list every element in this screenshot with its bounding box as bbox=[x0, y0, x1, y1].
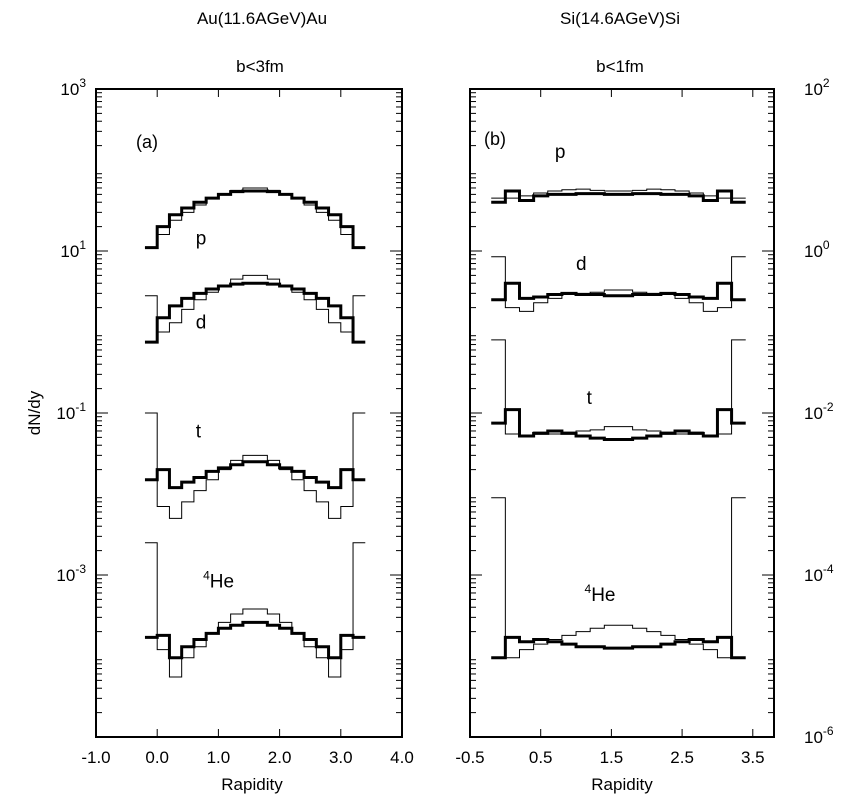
y-tick-label: 102 bbox=[804, 76, 830, 99]
series-p: p bbox=[491, 142, 746, 204]
series-d-thick-line bbox=[491, 281, 746, 302]
y-tick-label: 10-2 bbox=[804, 400, 834, 423]
series-d: d bbox=[491, 254, 746, 312]
x-tick-label: 3.0 bbox=[329, 748, 353, 767]
series-d-thick-line bbox=[144, 281, 366, 344]
series-t-thick-line bbox=[491, 408, 746, 442]
series-label-t: t bbox=[587, 388, 593, 409]
series-4He: 4He bbox=[144, 542, 366, 678]
series-t: t bbox=[144, 412, 366, 519]
panel-b-frame bbox=[469, 88, 775, 738]
series-4He: 4He bbox=[491, 497, 746, 660]
x-tick-label: 2.5 bbox=[670, 748, 694, 767]
panel-b-centrality: b<1fm bbox=[596, 57, 644, 76]
y-tick-label: 10-3 bbox=[56, 562, 86, 585]
panel-b-system-title: Si(14.6AGeV)Si bbox=[560, 9, 680, 28]
panel-a-axis-ticks: -1.0 0.0 1.0 2.0 3.0 4.0 103 101 10-1 10-3 bbox=[56, 76, 413, 767]
y-tick-label: 103 bbox=[60, 76, 86, 99]
series-label-p: p bbox=[196, 229, 207, 250]
panel-b-series: p d t 4He bbox=[491, 142, 746, 660]
series-d-thin-line bbox=[144, 274, 366, 333]
series-t-thin-line bbox=[144, 412, 366, 519]
panel-b: Si(14.6AGeV)Si b<1fm (b) Rapidity -0.5 0.… bbox=[455, 9, 834, 794]
y-tick-label: 10-4 bbox=[804, 562, 834, 585]
panel-a-centrality: b<3fm bbox=[236, 57, 284, 76]
x-tick-label: -1.0 bbox=[81, 748, 110, 767]
series-t: t bbox=[491, 339, 746, 442]
series-d: d bbox=[144, 274, 366, 344]
panel-a-label: (a) bbox=[136, 132, 158, 152]
panel-a-ylabel: dN/dy bbox=[25, 390, 44, 435]
x-tick-label: 0.0 bbox=[145, 748, 169, 767]
series-label-p: p bbox=[555, 142, 566, 163]
x-tick-label: 3.5 bbox=[741, 748, 765, 767]
x-tick-label: 0.5 bbox=[529, 748, 553, 767]
series-d-thin-line bbox=[491, 256, 746, 312]
x-tick-label: 4.0 bbox=[390, 748, 414, 767]
x-tick-label: -0.5 bbox=[455, 748, 484, 767]
panel-a-xlabel: Rapidity bbox=[221, 775, 283, 794]
y-tick-label: 101 bbox=[60, 238, 86, 261]
panel-a-series: p d t 4He bbox=[144, 187, 366, 678]
x-tick-label: 1.0 bbox=[207, 748, 231, 767]
series-t-thick-line bbox=[144, 460, 366, 490]
series-p-thick-line bbox=[144, 189, 366, 250]
series-label-4He: 4He bbox=[203, 569, 234, 593]
y-tick-label: 10-1 bbox=[56, 400, 86, 423]
panel-a-system-title: Au(11.6AGeV)Au bbox=[197, 9, 327, 28]
series-4He-thick-line bbox=[144, 620, 366, 660]
series-t-thin-line bbox=[491, 339, 746, 437]
series-label-t: t bbox=[196, 421, 202, 442]
series-4He-thin-line bbox=[491, 497, 746, 659]
series-4He-thin-line bbox=[144, 542, 366, 678]
panel-b-xlabel: Rapidity bbox=[591, 775, 653, 794]
series-label-d: d bbox=[196, 313, 207, 334]
series-p-thin-line bbox=[144, 187, 366, 249]
y-tick-label: 10-6 bbox=[804, 724, 834, 747]
panel-b-axis-ticks: -0.5 0.5 1.5 2.5 3.5 102 100 10-2 10-4 10-6 bbox=[455, 76, 834, 767]
panel-b-label: (b) bbox=[484, 129, 506, 149]
series-4He-thick-line bbox=[491, 635, 746, 660]
series-p-thin-line bbox=[491, 188, 746, 199]
series-label-4He: 4He bbox=[585, 582, 616, 606]
panel-a: Au(11.6AGeV)Au b<3fm (a) Rapidity dN/dy … bbox=[25, 9, 414, 794]
series-label-d: d bbox=[576, 254, 587, 275]
y-tick-label: 100 bbox=[804, 238, 830, 261]
x-tick-label: 1.5 bbox=[600, 748, 624, 767]
x-tick-label: 2.0 bbox=[268, 748, 292, 767]
series-p: p bbox=[144, 187, 366, 250]
series-p-thick-line bbox=[491, 189, 746, 204]
